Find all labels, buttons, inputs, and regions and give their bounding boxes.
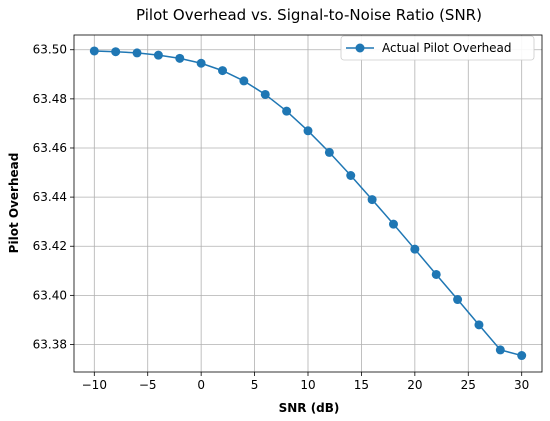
x-tick-label: 25 bbox=[461, 378, 476, 392]
y-tick-label: 63.48 bbox=[33, 92, 67, 106]
plot-frame bbox=[73, 34, 543, 373]
y-tick-label: 63.46 bbox=[33, 141, 67, 155]
y-tick-label: 63.42 bbox=[33, 239, 67, 253]
data-point bbox=[132, 48, 142, 58]
y-tick-label: 63.50 bbox=[33, 43, 67, 57]
x-tick-label: 20 bbox=[407, 378, 422, 392]
data-point bbox=[431, 269, 441, 279]
data-point bbox=[303, 126, 313, 136]
x-tick-label: −5 bbox=[139, 378, 157, 392]
y-tick-label: 63.44 bbox=[33, 190, 67, 204]
legend-entry-label: Actual Pilot Overhead bbox=[382, 41, 512, 55]
data-point bbox=[282, 106, 292, 116]
y-axis-label: Pilot Overhead bbox=[7, 153, 21, 254]
x-tick-label: 0 bbox=[197, 378, 205, 392]
data-point bbox=[89, 46, 99, 56]
data-point bbox=[346, 170, 356, 180]
legend-marker-swatch bbox=[355, 43, 365, 53]
data-point bbox=[410, 244, 420, 254]
chart-title: Pilot Overhead vs. Signal-to-Noise Ratio… bbox=[136, 6, 482, 24]
series-group bbox=[89, 46, 527, 361]
legend-box bbox=[340, 35, 535, 61]
data-point bbox=[260, 89, 270, 99]
data-point bbox=[218, 66, 228, 76]
data-point bbox=[453, 295, 463, 305]
data-point bbox=[324, 147, 334, 157]
data-point bbox=[153, 50, 163, 60]
data-point bbox=[111, 47, 121, 57]
data-point bbox=[474, 320, 484, 330]
data-point bbox=[495, 345, 505, 355]
grid bbox=[74, 35, 542, 372]
x-axis-label: SNR (dB) bbox=[279, 401, 340, 415]
data-point bbox=[239, 76, 249, 86]
data-point bbox=[196, 58, 206, 68]
data-point bbox=[517, 351, 527, 361]
x-tick-label: 15 bbox=[354, 378, 369, 392]
x-tick-label: −10 bbox=[82, 378, 107, 392]
y-tick-label: 63.38 bbox=[33, 337, 67, 351]
data-point bbox=[367, 195, 377, 205]
data-point bbox=[175, 53, 185, 63]
y-tick-label: 63.40 bbox=[33, 288, 67, 302]
legend: Actual Pilot Overhead bbox=[340, 35, 535, 61]
x-tick-label: 5 bbox=[251, 378, 259, 392]
x-tick-label: 30 bbox=[514, 378, 529, 392]
axis-ticks: −10 −5 0 5 10 15 20 25 30 63.38 63.40 63.42 63.44 63.… bbox=[33, 43, 530, 392]
x-tick-label: 10 bbox=[300, 378, 315, 392]
data-point bbox=[388, 219, 398, 229]
